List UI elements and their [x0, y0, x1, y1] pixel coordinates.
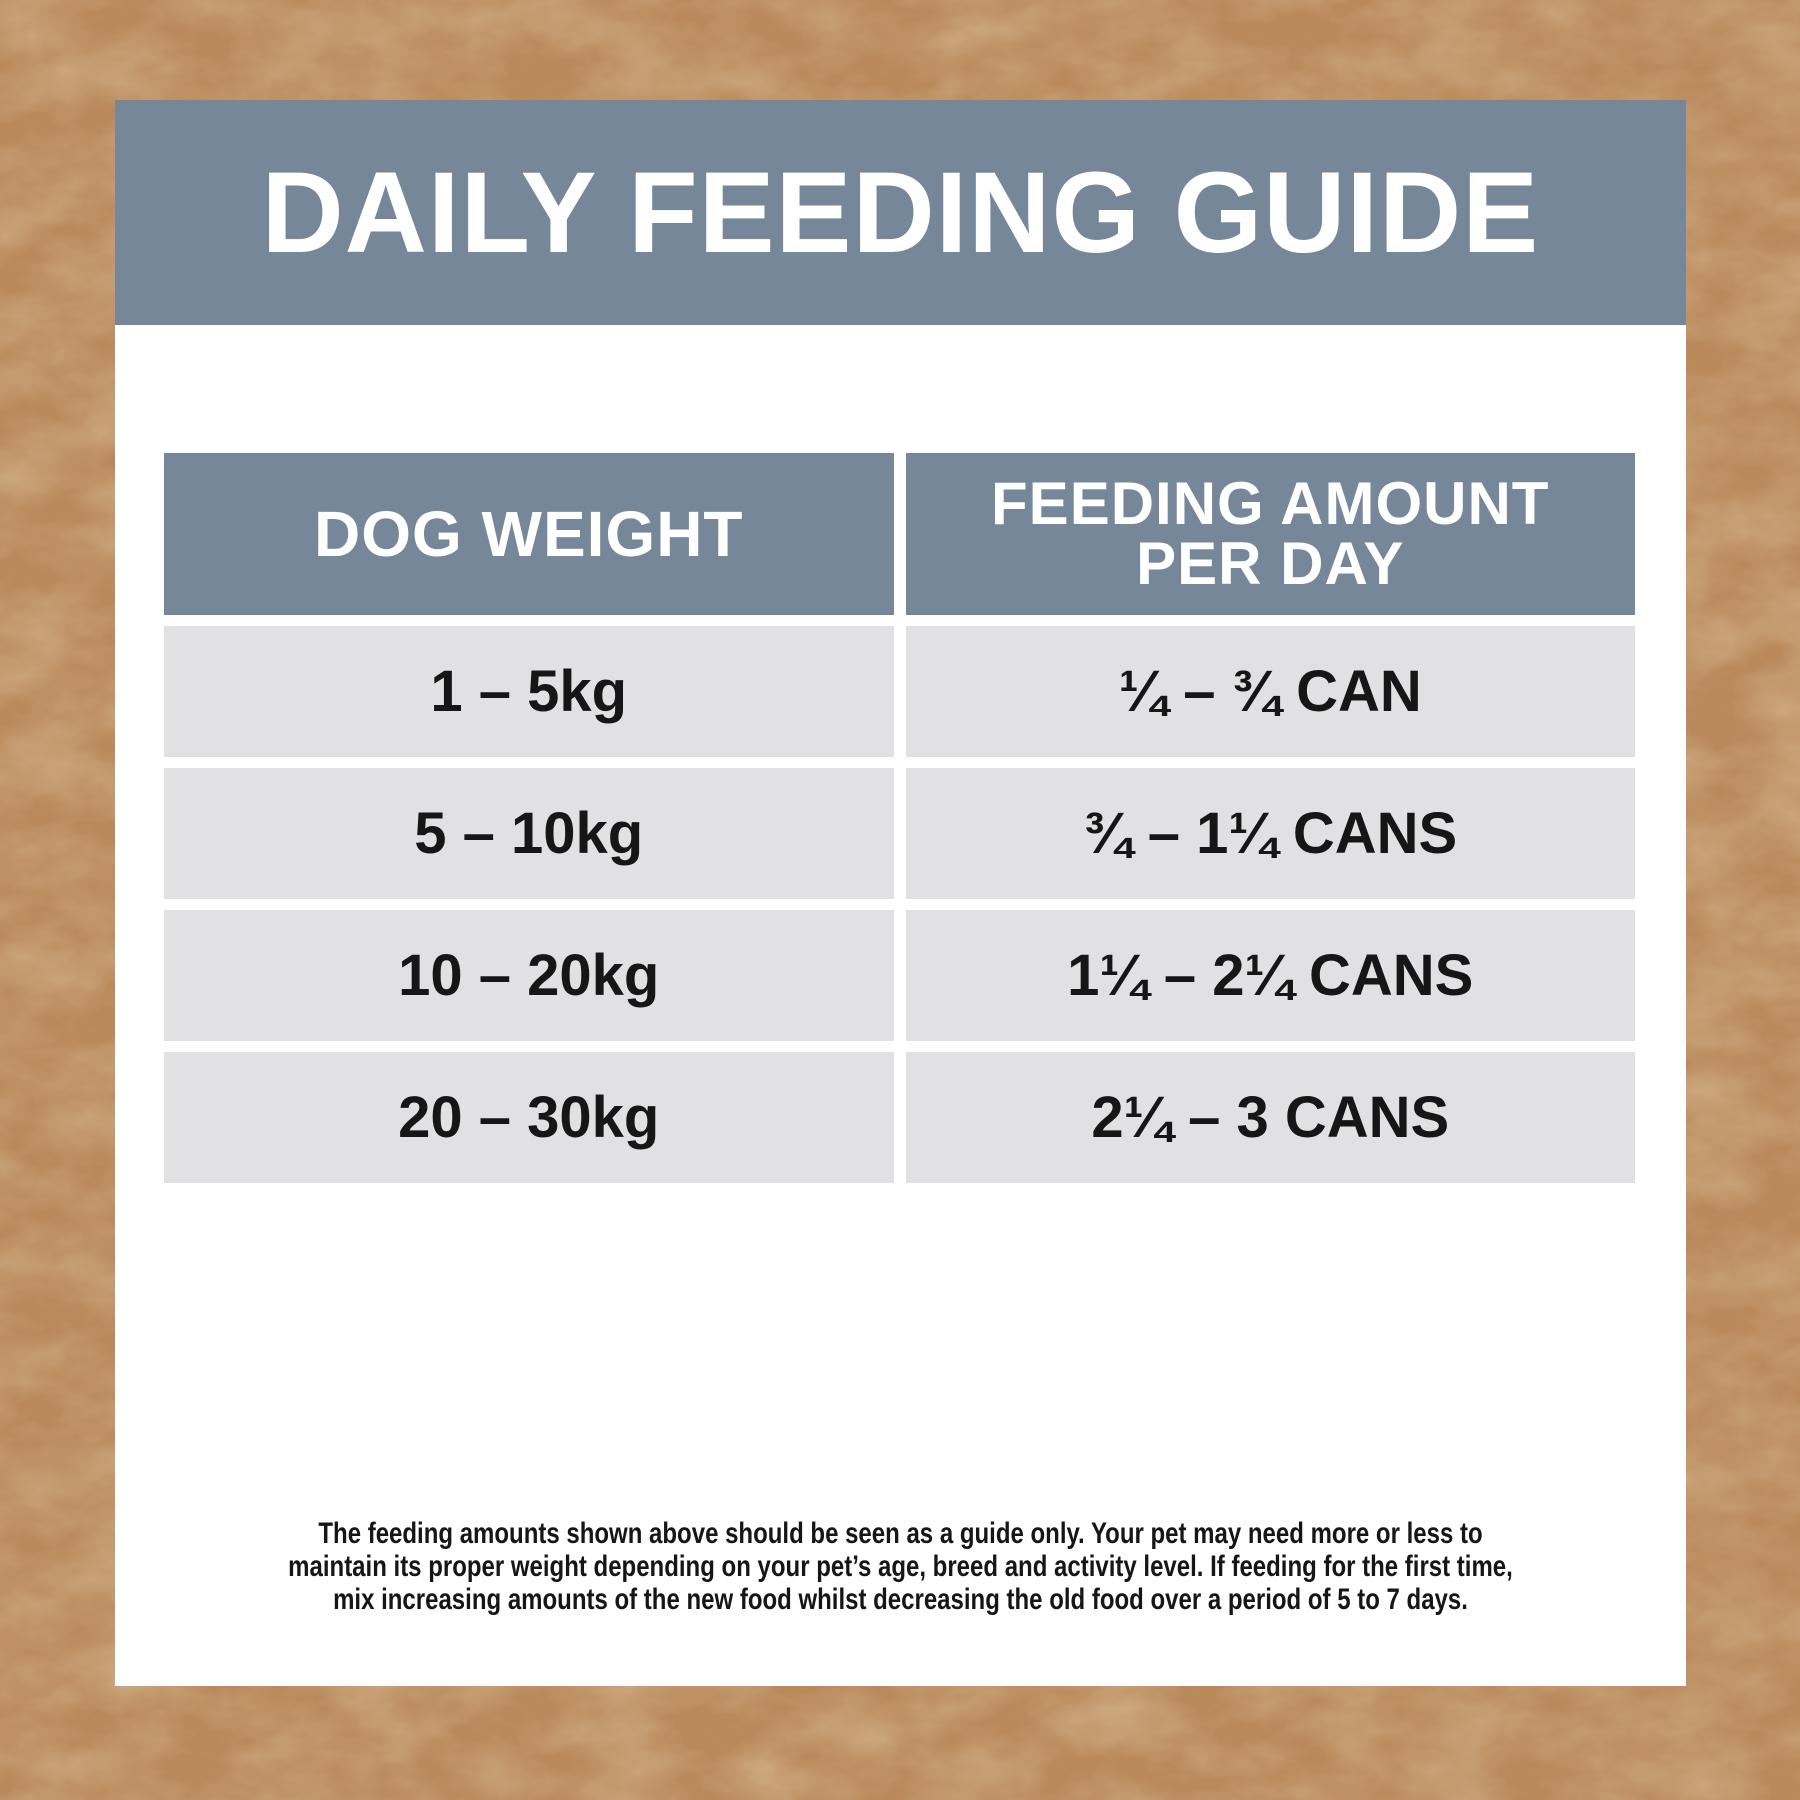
table-row-3-weight: 10 – 20kg [164, 910, 894, 1041]
footnote-line-3: mix increasing amounts of the new food w… [333, 1583, 1468, 1616]
table-row-1-weight: 1 – 5kg [164, 626, 894, 757]
title-bar: DAILY FEEDING GUIDE [115, 100, 1686, 325]
column-header-label: FEEDING AMOUNT PER DAY [991, 474, 1549, 594]
footnote-line-1: The feeding amounts shown above should b… [318, 1517, 1483, 1550]
table-row-4-amount: 2¼ – 3 CANS [905, 1052, 1635, 1183]
column-header-line-2: PER DAY [1136, 530, 1405, 597]
footnote-line-2: maintain its proper weight depending on … [288, 1550, 1513, 1583]
page-title: DAILY FEEDING GUIDE [261, 148, 1540, 277]
table-row-2-amount: ¾ – 1¼ CANS [905, 768, 1635, 899]
table-row-4-weight: 20 – 30kg [164, 1052, 894, 1183]
table-row-1-amount: ¼ – ¾ CAN [905, 626, 1635, 757]
table-row-2-weight: 5 – 10kg [164, 768, 894, 899]
column-header-feeding-amount: FEEDING AMOUNT PER DAY [905, 453, 1635, 615]
column-header-line-1: FEEDING AMOUNT [991, 470, 1550, 537]
column-header-dog-weight: DOG WEIGHT [164, 453, 894, 615]
feeding-guide-card: DAILY FEEDING GUIDE DOG WEIGHT FEEDING A… [115, 100, 1686, 1686]
column-header-label: DOG WEIGHT [313, 498, 744, 570]
table-row-3-amount: 1¼ – 2¼ CANS [905, 910, 1635, 1041]
footnote: The feeding amounts shown above should b… [115, 1517, 1686, 1616]
feeding-table: DOG WEIGHT FEEDING AMOUNT PER DAY 1 – 5k… [164, 453, 1635, 1183]
